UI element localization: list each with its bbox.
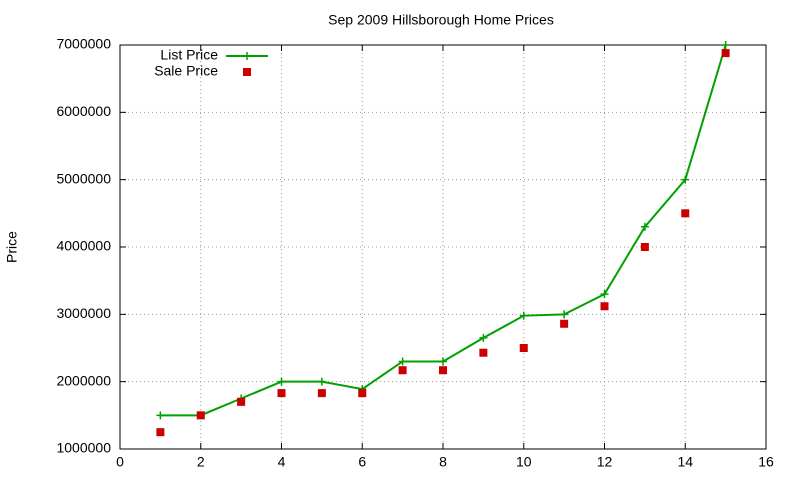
chart-title: Sep 2009 Hillsborough Home Prices	[328, 12, 554, 28]
point	[317, 377, 326, 386]
point	[196, 411, 205, 420]
y-tick-label: 6000000	[56, 103, 111, 119]
x-tick-label: 6	[358, 454, 366, 470]
point	[358, 389, 367, 398]
point	[681, 175, 690, 184]
point	[237, 397, 246, 406]
point	[560, 319, 569, 328]
point	[439, 357, 447, 366]
point	[560, 310, 569, 319]
point	[398, 366, 407, 375]
point	[519, 311, 528, 320]
legend-marker	[243, 52, 251, 60]
y-tick-label: 2000000	[56, 372, 111, 388]
y-tick-label: 5000000	[56, 170, 111, 186]
point	[681, 209, 690, 218]
point	[600, 290, 609, 299]
x-tick-label: 16	[758, 454, 774, 470]
point	[156, 411, 165, 420]
point	[277, 389, 286, 398]
point	[317, 389, 326, 398]
x-tick-label: 0	[116, 454, 124, 470]
plot-frame	[119, 44, 767, 450]
point	[439, 366, 447, 375]
legend-label: List Price	[160, 47, 218, 63]
x-tick-label: 10	[516, 454, 532, 470]
point	[721, 41, 730, 49]
y-tick-label: 1000000	[56, 440, 111, 456]
point	[156, 428, 165, 437]
point	[640, 243, 649, 251]
y-tick-label: 3000000	[56, 305, 111, 321]
x-tick-label: 2	[197, 454, 205, 470]
point	[479, 348, 488, 357]
x-tick-label: 12	[597, 454, 613, 470]
x-tick-label: 8	[439, 454, 447, 470]
point	[600, 302, 609, 311]
point	[519, 344, 528, 352]
point	[640, 222, 649, 231]
y-axis-label: Price	[4, 231, 20, 263]
point	[398, 357, 407, 366]
point	[479, 333, 488, 342]
point	[721, 49, 730, 58]
legend-label: Sale Price	[154, 63, 218, 79]
y-tick-label: 7000000	[56, 36, 111, 52]
x-tick-label: 4	[278, 454, 286, 470]
x-tick-label: 14	[677, 454, 693, 470]
y-tick-label: 4000000	[56, 238, 111, 254]
point	[277, 377, 286, 386]
legend-marker	[243, 68, 251, 76]
